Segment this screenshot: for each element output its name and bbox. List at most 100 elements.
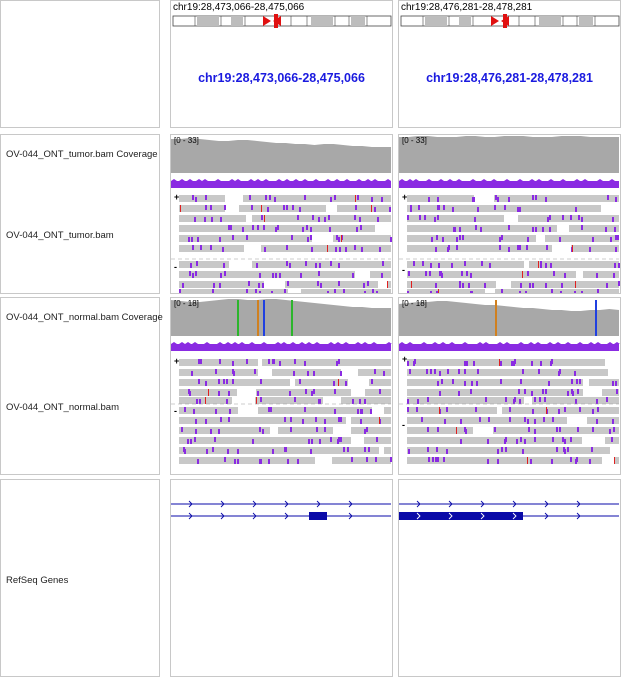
panel-2-tumor-tracks[interactable] (399, 135, 620, 293)
plus-strand-insertion (264, 247, 266, 252)
insertion-band-peak (536, 179, 542, 181)
insertion-band-peak (548, 179, 554, 181)
panel-1-header[interactable]: chr19:28,473,066-28,475,066 chr19:28,473… (170, 0, 393, 128)
plus-strand-insertion (228, 391, 230, 396)
minus-strand-insertion (501, 447, 503, 452)
minus-strand-insertion (556, 447, 558, 452)
panel-2-header[interactable]: chr19:28,476,281-28,478,281 chr19:28,476… (398, 0, 621, 128)
normal-alignment-track-name[interactable]: OV-044_ONT_normal.bam (6, 402, 119, 413)
plus-strand-insertion (232, 235, 234, 240)
minus-strand-insertion (446, 449, 448, 454)
plus-strand-insertion (441, 379, 443, 384)
insertion-band-peak (456, 179, 462, 181)
insertion-band-peak (491, 179, 497, 181)
plus-strand-insertion (407, 215, 409, 220)
panel-1-normal-tracks[interactable] (171, 298, 392, 474)
minus-strand-read (407, 437, 582, 444)
plus-strand-insertion (410, 207, 412, 212)
insertion-band-peak (372, 179, 378, 181)
panel-1-normal[interactable]: [0 - 18] + - (170, 297, 393, 475)
plus-strand-read (179, 379, 290, 386)
insertion-band (399, 181, 619, 188)
minus-strand-insertion (262, 283, 264, 288)
minus-strand-insertion (613, 427, 615, 432)
plus-strand-insertion (540, 361, 542, 366)
minus-strand-insertion (611, 437, 613, 442)
plus-strand-insertion (547, 217, 549, 222)
plus-strand-insertion (571, 389, 573, 394)
panel-2-tumor[interactable]: [0 - 33] + - (398, 134, 621, 294)
strand-arrow (448, 500, 453, 508)
plus-strand-read (179, 369, 258, 376)
plus-strand-insertion (381, 197, 383, 202)
panel-1-tumor-tracks[interactable] (171, 135, 392, 293)
plus-strand-read (179, 359, 258, 366)
minus-strand-insertion (437, 457, 439, 462)
insertion-band-peak (328, 342, 334, 344)
plus-strand-insertion (545, 389, 547, 394)
panel-2-genes[interactable] (398, 479, 621, 677)
insertion-band-peak (609, 179, 615, 181)
refseq-genes-track-name[interactable]: RefSeq Genes (6, 575, 69, 586)
plus-strand-insertion (219, 237, 221, 242)
minus-strand-mismatch (527, 457, 528, 464)
plus-strand-insertion (205, 381, 207, 386)
minus-strand-insertion (591, 447, 593, 452)
insertion-band-peak (275, 342, 281, 344)
normal-coverage-track-name[interactable]: OV-044_ONT_normal.bam Coverage (6, 312, 163, 323)
plus-strand-insertion (199, 399, 201, 404)
plus-strand-insertion (550, 361, 552, 366)
plus-strand-read (255, 397, 323, 404)
minus-strand-insertion (363, 283, 365, 288)
plus-strand-insertion (246, 359, 248, 364)
minus-strand-insertion (561, 283, 563, 288)
minus-strand-insertion (464, 261, 466, 266)
tumor-alignment-track-name[interactable]: OV-044_ONT_tumor.bam (6, 230, 114, 241)
minus-strand-read (407, 281, 496, 288)
panel-1-tumor[interactable]: [0 - 33] + - (170, 134, 393, 294)
minus-strand-insertion (446, 407, 448, 412)
plus-strand-insertion (302, 227, 304, 232)
minus-strand-insertion (284, 417, 286, 422)
minus-strand-insertion (528, 427, 530, 432)
plus-strand-insertion (562, 215, 564, 220)
plus-strand-read (407, 389, 583, 396)
minus-strand-insertion (366, 427, 368, 432)
plus-strand-insertion (286, 205, 288, 210)
tumor-coverage-track-name[interactable]: OV-044_ONT_tumor.bam Coverage (6, 149, 158, 160)
insertion-band-peak (249, 342, 255, 344)
minus-strand-insertion (509, 417, 511, 422)
panel-2-ideogram[interactable] (399, 1, 620, 31)
plus-strand-insertion (437, 215, 439, 220)
minus-strand-insertion (484, 283, 486, 288)
plus-strand-insertion (299, 207, 301, 212)
panel-1-gene-track[interactable] (171, 480, 392, 676)
minus-strand-insertion (592, 427, 594, 432)
minus-strand-insertion (352, 273, 354, 278)
insertion-band-peak (547, 342, 553, 344)
panel-2-normal-tracks[interactable] (399, 298, 620, 474)
minus-strand-insertion (290, 427, 292, 432)
minus-strand-insertion (340, 417, 342, 422)
minus-strand-insertion (368, 447, 370, 452)
plus-strand-insertion (377, 217, 379, 222)
panel-2-gene-track[interactable] (399, 480, 620, 676)
panel-1-genes[interactable] (170, 479, 393, 677)
insertion-band-peak (371, 342, 377, 344)
coverage-histogram (399, 301, 619, 336)
plus-strand-insertion (197, 237, 199, 242)
minus-strand-insertion (351, 457, 353, 462)
plus-strand-insertion (570, 215, 572, 220)
minus-strand-insertion (439, 271, 441, 276)
plus-strand-insertion (549, 227, 551, 232)
minus-strand-insertion (534, 419, 536, 424)
panel-2-normal[interactable]: [0 - 18] + - (398, 297, 621, 475)
plus-strand-insertion (542, 227, 544, 232)
plus-strand-insertion (437, 205, 439, 210)
plus-strand-read (407, 235, 536, 242)
plus-strand-insertion (475, 225, 477, 230)
minus-strand-insertion (316, 427, 318, 432)
minus-strand-insertion (258, 283, 260, 288)
panel-1-ideogram[interactable] (171, 1, 392, 31)
minus-strand-insertion (592, 409, 594, 414)
